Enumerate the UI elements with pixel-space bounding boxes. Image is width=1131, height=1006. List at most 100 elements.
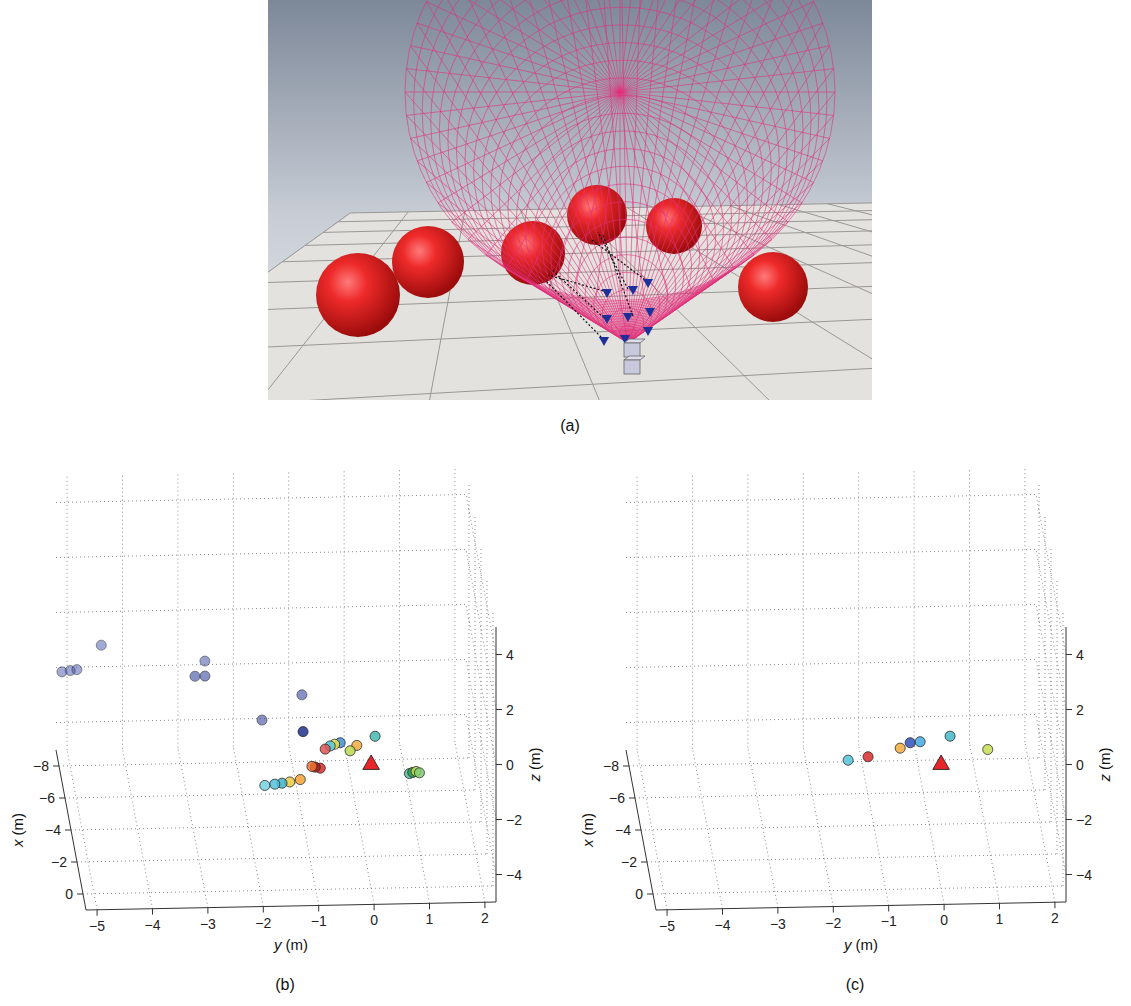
grid-line [481,547,482,822]
x-tick-label: −6 [609,790,625,806]
y-axis-title: y (m) [273,936,308,953]
axis-title-unit: (m) [9,813,26,840]
sensor-point [933,755,950,769]
viewpoint-marker [602,315,612,324]
viewpoint-marker [643,279,653,288]
grid-line [626,715,1036,723]
cone-ray [620,0,802,92]
grid-line [626,550,1036,558]
point [895,743,905,753]
grid-line [466,660,496,820]
tick-labels: −8−6−4−20−5−4−3−2−1012−4−2024 [603,647,1092,934]
viewpoint-marker [643,327,653,336]
cone-ray [620,0,621,92]
y-axis-line [86,902,496,910]
cube-top [624,356,645,360]
z-tick-label: 0 [506,757,514,773]
grid-line [1036,550,1066,710]
cone-ring [431,0,811,305]
y-tick [833,907,834,913]
sight-line [545,280,604,340]
point [843,755,853,765]
cone-ray [486,0,620,92]
y-tick-label: 1 [996,911,1004,927]
grid-line [83,886,493,894]
point [414,768,424,778]
grid-line [747,473,748,748]
grid-line [466,495,496,655]
grid-line [475,515,476,790]
grid [626,467,1066,910]
z-tick-label: 0 [1076,757,1084,773]
point [307,761,317,771]
grid [56,467,496,910]
y-axis-line [656,902,1066,910]
x-tick [635,830,641,831]
point [72,665,82,675]
y-tick-label: 0 [940,912,948,928]
point [295,774,305,784]
grid-line [1024,467,1025,742]
grid-line [647,854,1057,862]
cone-ray [628,46,830,343]
cone-ray [426,92,620,182]
tile-line [268,212,408,400]
y-tick-label: −5 [659,918,675,934]
grid-line [1039,483,1040,758]
cone-ray [628,2,814,343]
cone-ray [628,280,713,343]
x-tick-label: −4 [45,822,61,838]
grid-line [1036,495,1066,655]
grid-line [71,822,481,830]
cone-ring [405,0,835,301]
y-tick-label: −2 [825,915,841,931]
cone-ray [628,0,644,343]
y-tick-label: −5 [89,918,105,934]
grid-line [122,474,123,749]
x-tick [59,798,65,799]
point [905,738,915,748]
x-tick-label: 0 [65,886,73,902]
point [190,671,200,681]
grid-line [803,747,833,907]
cone-ray [572,0,620,92]
grid-line [692,474,693,749]
grid-line [626,660,1036,668]
point [983,744,993,754]
grid-line [629,758,1039,766]
grid-line [469,483,470,758]
cone-ray [620,92,754,255]
cone-ray [452,0,620,92]
viewpoint-marker [628,286,638,295]
grid-line [399,468,400,743]
cone-ray [410,138,628,343]
z-tick [1066,874,1072,875]
z-tick [496,709,502,710]
cone-ray [527,0,628,343]
z-tick [496,819,502,820]
sensor-point [363,755,380,769]
grid-line [56,550,466,558]
axis-title-unit: (m) [526,747,543,774]
z-tick-label: −4 [1076,867,1092,883]
point [915,737,925,747]
cone-ray [620,92,823,161]
x-tick-label: −4 [615,822,631,838]
points [57,640,425,790]
viewpoint-marker [623,313,633,322]
cone-ray [620,92,621,301]
point [863,752,873,762]
y-tick [888,905,889,911]
sphere [392,226,464,298]
cone-ray [410,46,620,92]
grid-line [1036,660,1066,820]
sphere [316,253,400,337]
cone-ray [620,46,830,92]
z-tick [1066,764,1072,765]
x-tick [65,830,71,831]
point [945,731,955,741]
grid-line [56,495,466,503]
cone-ray [620,0,734,92]
y-tick [999,903,1000,909]
point [370,731,380,741]
